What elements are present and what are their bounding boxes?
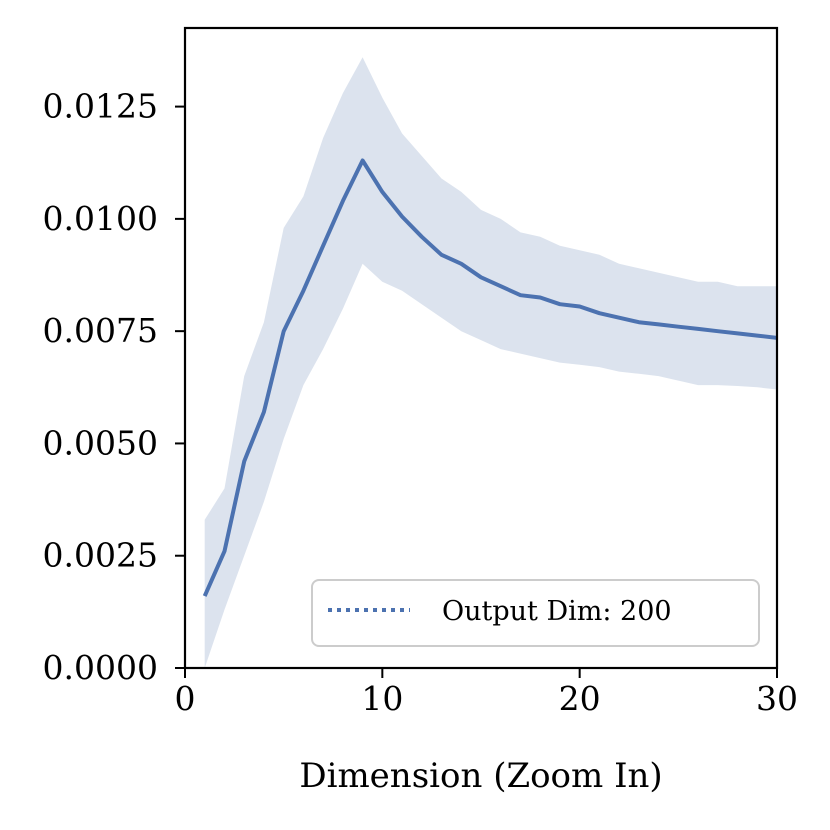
plot-frame [183, 26, 779, 670]
y-tick-label: 0.0125 [43, 87, 158, 126]
confidence-band [204, 57, 777, 668]
y-tick-label: 0.0000 [43, 648, 158, 687]
x-tick-label: 10 [361, 679, 403, 718]
y-tick-label: 0.0050 [43, 423, 158, 462]
legend: Output Dim: 200 [311, 579, 760, 647]
y-tick-label: 0.0075 [43, 311, 158, 350]
x-tick-label: 0 [175, 679, 196, 718]
x-axis-label: Dimension (Zoom In) [299, 756, 662, 796]
x-tick-label: 30 [756, 679, 798, 718]
mean-line [202, 158, 777, 597]
legend-box [311, 579, 760, 647]
legend-label: Output Dim: 200 [442, 596, 672, 627]
x-tick-label: 20 [559, 679, 601, 718]
y-tick-label: 0.0100 [43, 199, 158, 238]
y-tick-label: 0.0025 [43, 536, 158, 575]
